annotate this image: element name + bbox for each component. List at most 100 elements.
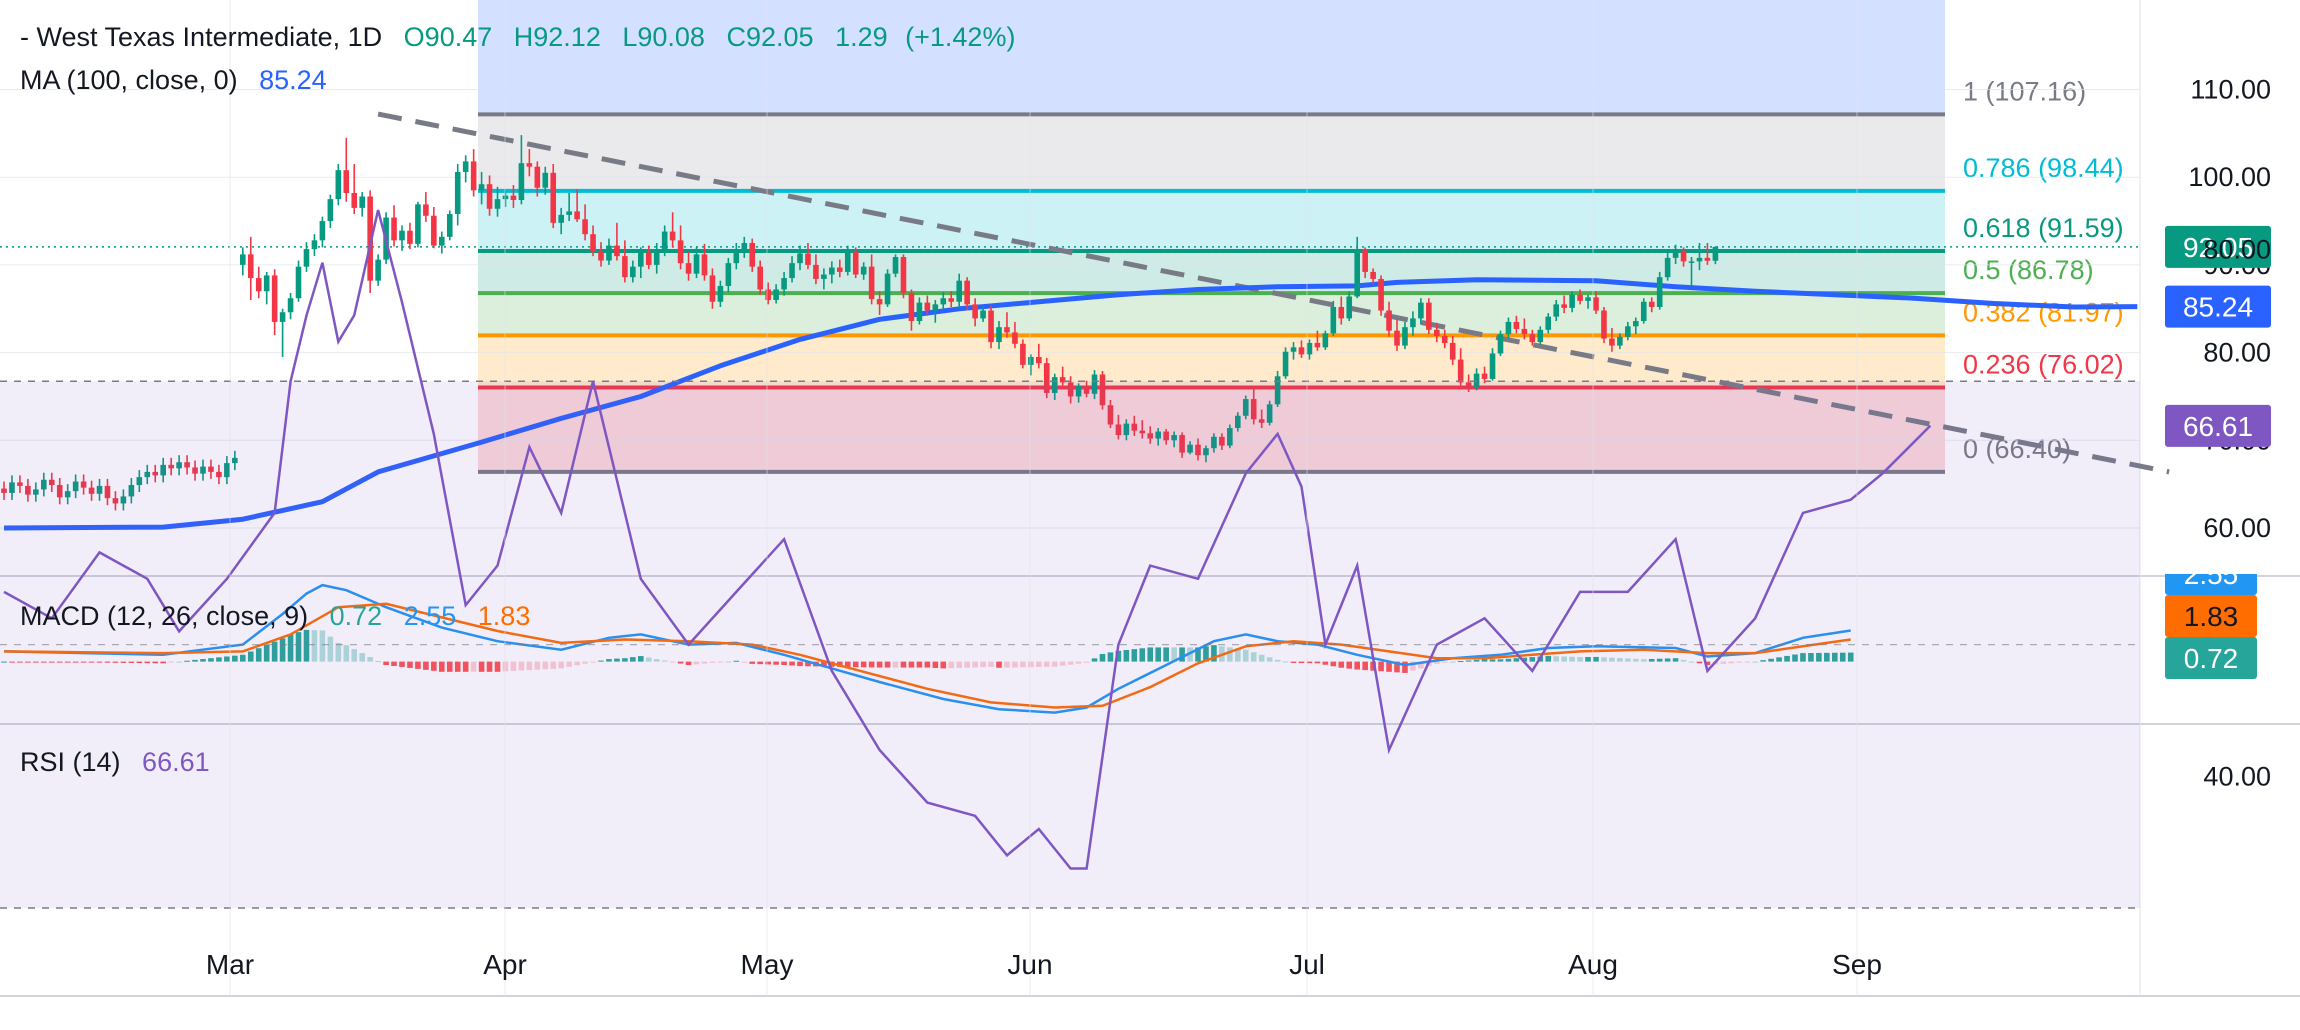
macd-hist-88: [701, 661, 708, 664]
candle-body-22: [176, 462, 182, 469]
candle-body-18: [144, 471, 151, 478]
candle-body-126: [1004, 327, 1010, 333]
macd-hist-146: [1163, 647, 1169, 662]
candle-body-76: [606, 245, 612, 261]
candle-body-158: [1258, 419, 1265, 423]
candle-body-84: [669, 231, 676, 241]
candle-body-82: [653, 250, 660, 265]
macd-hist-145: [1155, 647, 1161, 662]
macd-hist-192: [1529, 657, 1536, 662]
candle-body-104: [829, 267, 835, 275]
macd-badge-1: 1.83: [2184, 601, 2239, 632]
macd-hist-157: [1250, 652, 1257, 662]
macd-hist-62: [494, 661, 501, 672]
macd-pane: 2.55 1.83 0.72: [1, 540, 2300, 714]
macd-line: [3, 583, 1851, 714]
macd-hist-106: [844, 661, 851, 667]
candle-body-131: [1043, 363, 1050, 393]
macd-hist-67: [534, 661, 541, 670]
macd-hist-73: [582, 661, 588, 664]
candle-body-101: [805, 253, 811, 265]
candle-body-8: [64, 491, 71, 498]
last-price-badge-bg: [2165, 225, 2271, 268]
macd-hist-152: [1211, 645, 1217, 662]
macd-hist-54: [431, 661, 437, 671]
macd-hist-174: [1386, 661, 1392, 672]
macd-hist-228: [1816, 652, 1822, 662]
macd-hist-191: [1521, 657, 1528, 662]
macd-hist-94: [749, 661, 756, 664]
macd-hist-25: [200, 659, 206, 662]
candle-body-136: [1083, 385, 1090, 394]
time-label-5: Aug: [1568, 949, 1618, 980]
macd-hist-170: [1354, 661, 1360, 670]
downtrend-line: [377, 111, 2170, 475]
macd-hist-217: [1728, 661, 1735, 664]
candle-body-179: [1426, 302, 1432, 330]
candle-body-174: [1386, 310, 1392, 331]
macd-hist-214: [1704, 661, 1711, 665]
candle-body-171: [1362, 249, 1368, 272]
candle-body-192: [1529, 334, 1536, 343]
candle-body-97: [773, 289, 779, 300]
time-label-6: Sep: [1832, 949, 1882, 980]
macd-hist-19: [152, 661, 159, 664]
macd-hist-160: [1274, 659, 1281, 662]
candle-body-57: [454, 171, 461, 215]
candle-body-211: [1680, 250, 1687, 262]
macd-hist-207: [1648, 658, 1655, 662]
candle-body-168: [1338, 306, 1345, 319]
macd-hist-98: [781, 661, 787, 665]
rsi-tick-1: 40.00: [2203, 761, 2271, 791]
fib-label-2: 0.618 (91.59): [1963, 213, 2124, 243]
candle-body-149: [1187, 444, 1193, 453]
candle-body-150: [1195, 444, 1201, 456]
candle-body-91: [725, 263, 732, 286]
macd-hist-173: [1378, 661, 1384, 672]
macd-hist-137: [1091, 658, 1098, 662]
candle-body-75: [598, 251, 604, 261]
candle-body-58: [462, 161, 469, 172]
candle-body-173: [1378, 278, 1384, 311]
candle-body-111: [884, 273, 891, 305]
macd-hist-199: [1585, 656, 1591, 662]
macd-hist-77: [614, 658, 620, 662]
macd-hist-230: [1832, 652, 1838, 662]
candle-body-95: [757, 266, 763, 290]
macd-hist-222: [1768, 658, 1774, 662]
candle-body-162: [1290, 347, 1297, 352]
macd-hist-111: [884, 661, 891, 668]
macd-badge-mask: [2141, 540, 2300, 574]
candle-body-157: [1250, 399, 1257, 420]
macd-legend-hist: 0.72: [330, 601, 383, 631]
candle-body-31: [247, 254, 254, 279]
macd-hist-58: [462, 661, 469, 672]
candle-body-98: [781, 278, 787, 290]
macd-hist-223: [1776, 657, 1782, 662]
candle-body-85: [677, 240, 684, 264]
candle-body-51: [407, 230, 413, 244]
candle-body-12: [96, 485, 103, 494]
macd-hist-93: [741, 661, 748, 663]
candle-body-133: [1059, 377, 1066, 383]
candle-body-114: [908, 292, 915, 322]
candle-body-115: [916, 302, 923, 322]
macd-hist-50: [399, 661, 405, 667]
macd-hist-178: [1418, 661, 1424, 669]
candle-body-60: [478, 184, 485, 191]
macd-hist-123: [980, 661, 986, 668]
candle-body-86: [685, 263, 692, 274]
price-tick-0: 110.00: [2190, 75, 2271, 105]
candle-body-108: [860, 266, 867, 275]
macd-hist-143: [1139, 648, 1146, 662]
svg-text:MA (100, close, 0) 85.24: MA (100, close, 0) 85.24: [20, 65, 327, 95]
macd-hist-166: [1322, 661, 1329, 665]
macd-hist-129: [1028, 661, 1034, 668]
macd-hist-180: [1434, 661, 1440, 664]
candle-body-40: [319, 221, 326, 241]
time-axis: Mar Apr May Jun Jul Aug Sep: [206, 0, 1882, 996]
candle-body-200: [1593, 297, 1599, 311]
candlesticks: [1, 135, 1719, 511]
candle-body-32: [255, 278, 262, 292]
ohlc-close: C92.05: [726, 22, 813, 52]
